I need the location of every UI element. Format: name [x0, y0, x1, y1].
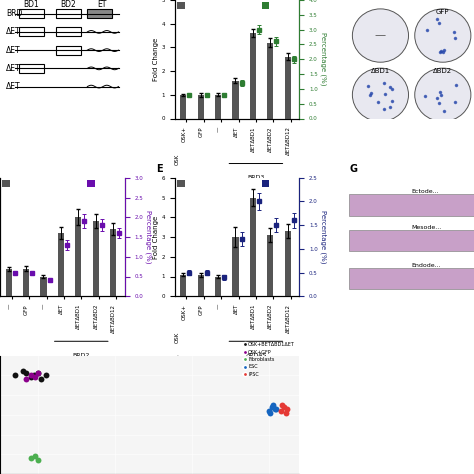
Y-axis label: Percentage (%): Percentage (%): [319, 210, 326, 264]
Bar: [87, 180, 95, 187]
Point: [11, 372, 19, 379]
Point: [266, 409, 274, 417]
Point: [279, 401, 286, 409]
Point: [22, 375, 30, 383]
Point: [268, 403, 275, 410]
Bar: [92, 221, 99, 296]
Bar: [215, 276, 221, 296]
Bar: [198, 274, 204, 296]
Bar: [232, 81, 238, 118]
Y-axis label: Percentage (%): Percentage (%): [145, 210, 152, 264]
Bar: [23, 269, 29, 296]
FancyBboxPatch shape: [18, 64, 44, 73]
Point: [265, 407, 273, 415]
Text: BRD: BRD: [6, 9, 23, 18]
FancyBboxPatch shape: [87, 9, 112, 18]
Text: GFP: GFP: [436, 9, 449, 15]
Bar: [250, 33, 256, 118]
Bar: [250, 198, 256, 296]
Bar: [110, 229, 116, 296]
FancyBboxPatch shape: [349, 268, 474, 289]
Text: ΔBD1: ΔBD1: [371, 68, 390, 74]
Point: [35, 456, 42, 464]
Bar: [2, 180, 10, 187]
FancyBboxPatch shape: [349, 230, 474, 251]
FancyBboxPatch shape: [56, 27, 81, 36]
Bar: [267, 235, 273, 296]
Legend: OSK+BETΔBD1ΔET, OSK+GFP, Fibroblasts, ESC, iPSC: OSK+BETΔBD1ΔET, OSK+GFP, Fibroblasts, ES…: [241, 340, 297, 379]
Y-axis label: Fold Change: Fold Change: [153, 37, 159, 81]
Point: [27, 455, 35, 462]
Text: +: +: [175, 356, 181, 362]
FancyBboxPatch shape: [56, 46, 81, 55]
Point: [35, 370, 42, 377]
Point: [31, 374, 39, 381]
Bar: [177, 180, 184, 187]
Point: [282, 409, 289, 417]
Text: Ectode...: Ectode...: [411, 189, 439, 194]
Text: ΔBD2: ΔBD2: [433, 68, 452, 74]
Bar: [267, 43, 273, 118]
Bar: [177, 2, 184, 9]
Bar: [232, 237, 238, 296]
Ellipse shape: [415, 68, 471, 121]
Text: ΔET: ΔET: [6, 82, 21, 91]
Bar: [284, 57, 291, 118]
Text: OSK: OSK: [175, 154, 180, 165]
Text: OSK: OSK: [175, 332, 180, 343]
Point: [270, 401, 277, 409]
Bar: [6, 269, 12, 296]
Text: Endode...: Endode...: [411, 263, 441, 268]
Ellipse shape: [352, 9, 409, 62]
Text: ΔET: ΔET: [6, 27, 21, 36]
FancyBboxPatch shape: [18, 9, 44, 18]
Text: BD1: BD1: [23, 0, 39, 9]
Bar: [262, 2, 269, 9]
Text: BRD4S: BRD4S: [245, 353, 266, 358]
Bar: [284, 231, 291, 296]
Point: [273, 405, 280, 412]
Text: ET: ET: [98, 0, 107, 9]
Point: [31, 452, 39, 460]
Text: BD2: BD2: [61, 0, 76, 9]
Point: [30, 372, 37, 379]
FancyBboxPatch shape: [18, 27, 44, 36]
Text: ΔET: ΔET: [6, 64, 21, 73]
Point: [35, 370, 42, 377]
Ellipse shape: [352, 68, 409, 121]
Text: E: E: [156, 164, 163, 174]
Point: [42, 372, 50, 379]
Bar: [75, 217, 81, 296]
Text: G: G: [349, 164, 357, 174]
Bar: [180, 95, 186, 118]
Y-axis label: Fold Change: Fold Change: [153, 215, 159, 259]
Bar: [262, 180, 269, 187]
Point: [27, 372, 35, 379]
Point: [22, 370, 30, 377]
Text: BRD2: BRD2: [73, 353, 90, 358]
FancyBboxPatch shape: [349, 194, 474, 216]
Text: —: —: [375, 30, 386, 41]
Point: [277, 407, 285, 415]
Text: Mesode...: Mesode...: [411, 225, 442, 230]
Ellipse shape: [415, 9, 471, 62]
Bar: [215, 95, 221, 118]
Text: +: +: [175, 178, 181, 184]
Text: BRD3: BRD3: [247, 175, 264, 181]
Bar: [198, 95, 204, 118]
Bar: [180, 274, 186, 296]
Point: [271, 405, 279, 412]
Point: [283, 405, 291, 412]
Y-axis label: Percentage (%): Percentage (%): [319, 33, 326, 86]
Point: [280, 403, 288, 410]
Text: ΔET: ΔET: [6, 46, 21, 55]
Point: [37, 375, 45, 383]
FancyBboxPatch shape: [56, 9, 81, 18]
Bar: [58, 233, 64, 296]
Bar: [40, 276, 46, 296]
Point: [19, 367, 27, 375]
Point: [27, 374, 35, 381]
